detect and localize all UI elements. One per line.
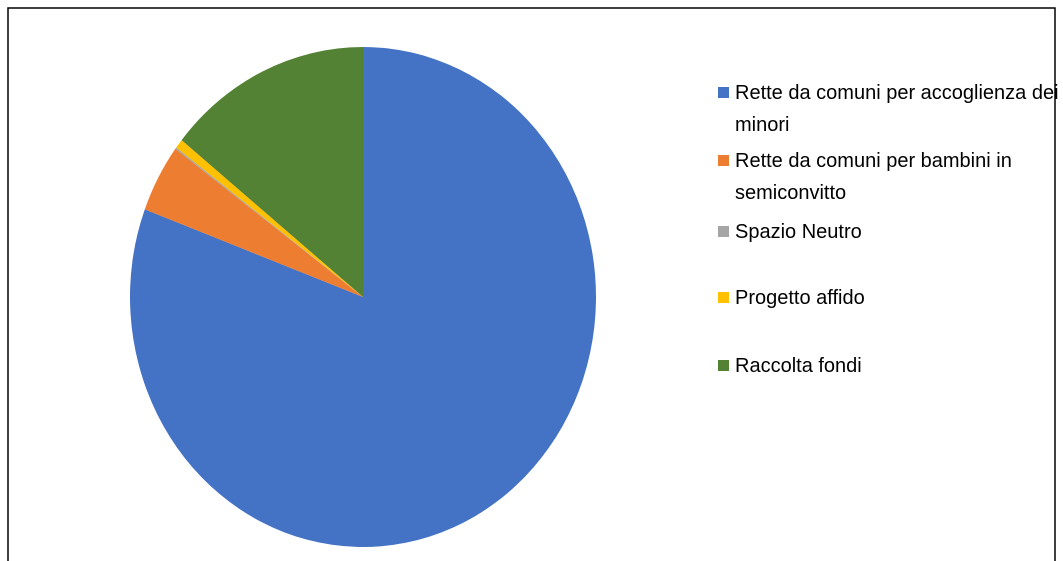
legend-label: Progetto affido [735, 287, 865, 309]
pie-slice [175, 147, 363, 297]
legend-swatch [718, 155, 729, 166]
legend-label: Raccolta fondi [735, 355, 862, 377]
pie-slice [176, 140, 363, 297]
pie-slice [181, 47, 363, 297]
legend-swatch [718, 87, 729, 98]
frame [7, 7, 1056, 561]
legend-label: Rette da comuni per accoglienza dei mino… [735, 82, 1059, 136]
legend-item: Raccolta fondi [718, 350, 1063, 382]
legend-item: Spazio Neutro [718, 216, 1063, 248]
legend-swatch [718, 360, 729, 371]
legend-item: Progetto affido [718, 282, 1063, 314]
legend-label: Spazio Neutro [735, 221, 862, 243]
legend-swatch [718, 226, 729, 237]
pie-slice [144, 148, 363, 297]
legend-swatch [718, 292, 729, 303]
legend-item: Rette da comuni per bambini in semiconvi… [718, 145, 1063, 209]
legend-label: Rette da comuni per bambini in semiconvi… [735, 150, 1012, 204]
pie-slice [129, 47, 596, 548]
legend-item: Rette da comuni per accoglienza dei mino… [718, 77, 1063, 141]
